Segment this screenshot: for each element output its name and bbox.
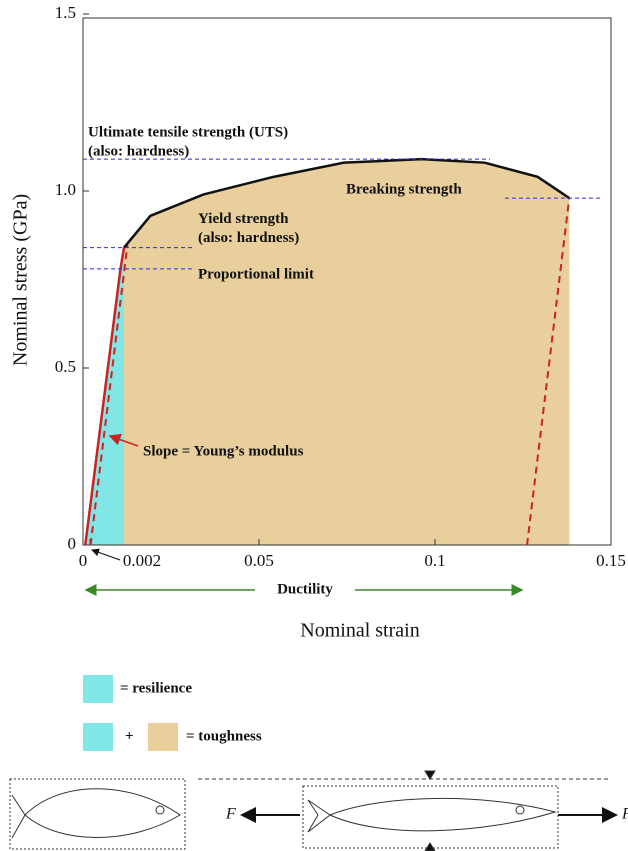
legend-label: = resilience xyxy=(120,680,192,696)
illustration xyxy=(9,770,618,851)
fish-left xyxy=(11,788,181,839)
fish-eye xyxy=(515,805,525,815)
y-tick-label: 0 xyxy=(68,534,77,553)
x-axis-label: Nominal strain xyxy=(300,620,419,642)
x-tick-label: 0.002 xyxy=(123,551,161,570)
legend-swatch xyxy=(83,675,113,703)
force-label: F xyxy=(621,806,628,823)
offset-line xyxy=(89,243,129,546)
level-label: Breaking strength xyxy=(346,182,462,198)
frame-right xyxy=(302,785,559,849)
y-tick-label: 1.5 xyxy=(55,3,76,22)
ductility-label: Ductility xyxy=(277,581,333,597)
y-tick-label: 1.0 xyxy=(55,180,76,199)
stress-strain-curve xyxy=(123,157,570,249)
slope-label: Slope = Young’s modulus xyxy=(143,443,304,459)
level-label: (also: hardness) xyxy=(88,144,189,160)
plot-area: 0 0.5 1.0 1.5 0 0.002 0.05 0.1 0.15 Ultimate tens… xyxy=(55,3,626,598)
offset-line xyxy=(526,197,571,546)
x-tick-label: 0 xyxy=(79,551,88,570)
plot-frame xyxy=(82,17,612,546)
fish-eye xyxy=(155,805,165,815)
y-axis-label: Nominal stress (GPa) xyxy=(10,194,32,366)
y-tick-label: 0.5 xyxy=(55,357,76,376)
frame-left xyxy=(9,778,186,850)
fish-right xyxy=(307,797,557,833)
legend-label: = toughness xyxy=(186,728,262,744)
legend-label: + xyxy=(125,728,134,744)
marker-bottom xyxy=(424,842,436,851)
tick-pointer xyxy=(91,548,121,561)
x-tick-label: 0.05 xyxy=(244,551,274,570)
force-label: F xyxy=(225,806,236,823)
level-label: (also: hardness) xyxy=(198,230,299,246)
level-label: Ultimate tensile strength (UTS) xyxy=(88,125,288,141)
legend-swatch xyxy=(83,723,113,751)
legend-swatch xyxy=(148,723,178,751)
toughness-area xyxy=(124,159,570,545)
x-tick-label: 0.1 xyxy=(424,551,445,570)
level-label: Proportional limit xyxy=(198,266,314,282)
level-label: Yield strength xyxy=(198,211,289,227)
slope-arrow xyxy=(108,433,139,447)
x-tick-label: 0.15 xyxy=(596,551,626,570)
marker-top xyxy=(424,770,436,780)
